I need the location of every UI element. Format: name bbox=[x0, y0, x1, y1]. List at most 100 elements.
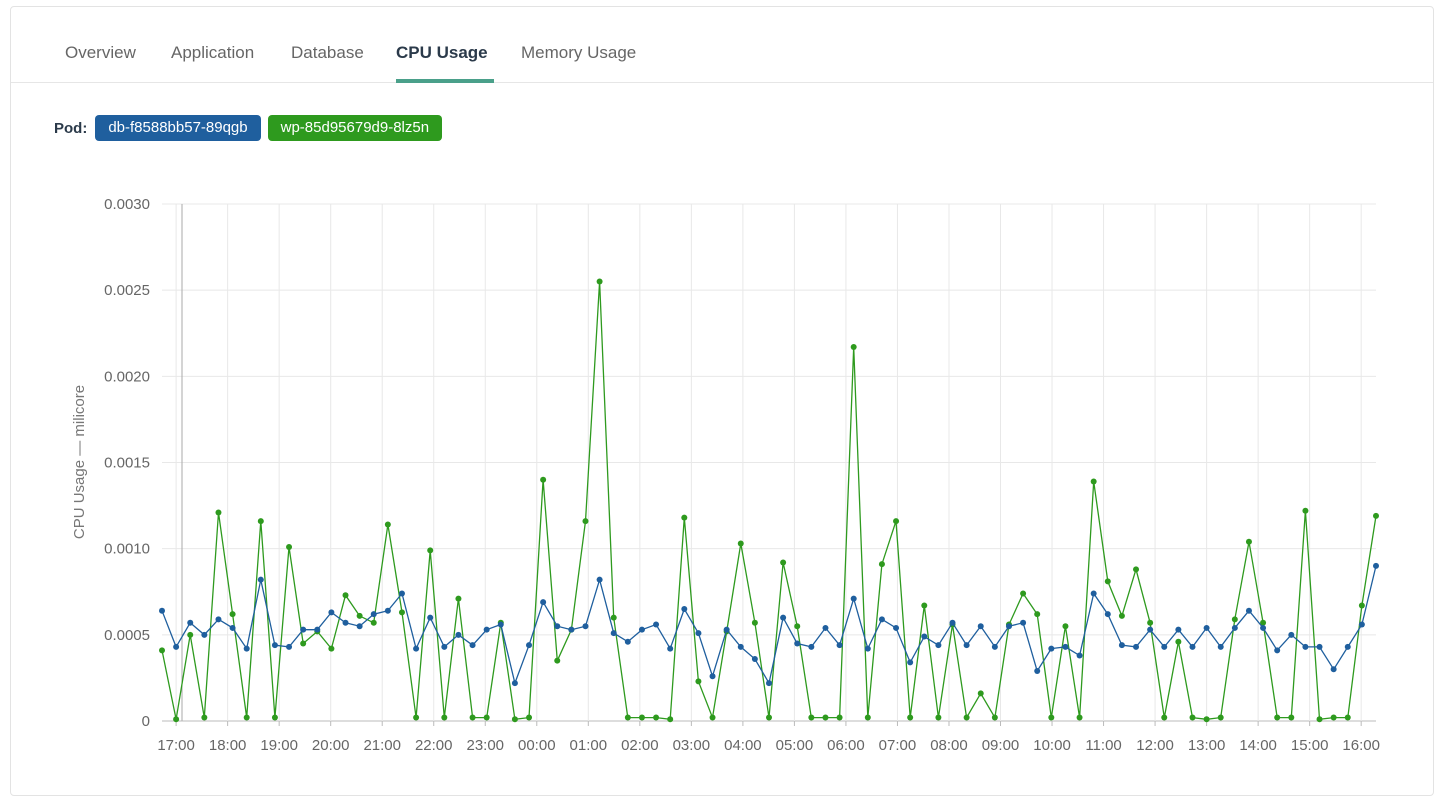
data-point[interactable] bbox=[187, 619, 194, 626]
data-point[interactable] bbox=[427, 547, 434, 554]
data-point[interactable] bbox=[893, 518, 900, 525]
data-point[interactable] bbox=[286, 543, 293, 550]
data-point[interactable] bbox=[737, 540, 744, 547]
data-point[interactable] bbox=[159, 607, 165, 614]
data-point[interactable] bbox=[1048, 645, 1055, 652]
data-point[interactable] bbox=[469, 714, 476, 721]
data-point[interactable] bbox=[1231, 616, 1238, 623]
data-point[interactable] bbox=[1020, 590, 1027, 597]
tab-memory-usage[interactable]: Memory Usage bbox=[521, 43, 637, 62]
data-point[interactable] bbox=[1118, 612, 1125, 619]
data-point[interactable] bbox=[1330, 714, 1337, 721]
data-point[interactable] bbox=[991, 643, 998, 650]
data-point[interactable] bbox=[441, 643, 448, 650]
data-point[interactable] bbox=[850, 344, 857, 351]
data-point[interactable] bbox=[878, 616, 885, 623]
data-point[interactable] bbox=[836, 714, 843, 721]
data-point[interactable] bbox=[328, 645, 335, 652]
data-point[interactable] bbox=[356, 612, 363, 619]
data-point[interactable] bbox=[1260, 619, 1267, 626]
data-point[interactable] bbox=[864, 645, 871, 652]
data-point[interactable] bbox=[907, 714, 914, 721]
data-point[interactable] bbox=[1048, 714, 1055, 721]
data-point[interactable] bbox=[1302, 507, 1309, 514]
data-point[interactable] bbox=[1161, 714, 1168, 721]
data-point[interactable] bbox=[243, 714, 250, 721]
data-point[interactable] bbox=[709, 673, 716, 680]
data-point[interactable] bbox=[808, 643, 815, 650]
data-point[interactable] bbox=[483, 714, 490, 721]
data-point[interactable] bbox=[766, 714, 772, 721]
data-point[interactable] bbox=[554, 657, 561, 664]
data-point[interactable] bbox=[1189, 714, 1196, 721]
data-point[interactable] bbox=[1203, 624, 1210, 631]
data-point[interactable] bbox=[1274, 647, 1281, 654]
data-point[interactable] bbox=[1245, 607, 1252, 614]
data-point[interactable] bbox=[1090, 478, 1097, 485]
data-point[interactable] bbox=[977, 690, 984, 697]
data-point[interactable] bbox=[1316, 643, 1323, 650]
data-point[interactable] bbox=[173, 643, 180, 650]
data-point[interactable] bbox=[1217, 714, 1224, 721]
data-point[interactable] bbox=[455, 631, 462, 638]
tab-application[interactable]: Application bbox=[171, 43, 255, 62]
data-point[interactable] bbox=[624, 714, 631, 721]
data-point[interactable] bbox=[681, 514, 688, 521]
pod-badge-wp[interactable]: wp-85d95679d9-8lz5n bbox=[267, 115, 443, 141]
data-point[interactable] bbox=[300, 640, 307, 647]
data-point[interactable] bbox=[610, 614, 617, 621]
data-point[interactable] bbox=[1373, 512, 1379, 519]
data-point[interactable] bbox=[1118, 642, 1125, 649]
data-point[interactable] bbox=[1274, 714, 1281, 721]
data-point[interactable] bbox=[737, 643, 744, 650]
data-point[interactable] bbox=[370, 611, 377, 618]
data-point[interactable] bbox=[638, 714, 645, 721]
data-point[interactable] bbox=[1133, 643, 1140, 650]
data-point[interactable] bbox=[1161, 643, 1168, 650]
data-point[interactable] bbox=[300, 626, 307, 633]
data-point[interactable] bbox=[511, 680, 518, 687]
data-point[interactable] bbox=[469, 642, 476, 649]
data-point[interactable] bbox=[1344, 714, 1351, 721]
data-point[interactable] bbox=[1302, 643, 1309, 650]
data-point[interactable] bbox=[653, 714, 660, 721]
data-point[interactable] bbox=[794, 623, 801, 630]
data-point[interactable] bbox=[1005, 623, 1012, 630]
data-point[interactable] bbox=[441, 714, 448, 721]
data-point[interactable] bbox=[864, 714, 871, 721]
data-point[interactable] bbox=[1330, 666, 1337, 673]
data-point[interactable] bbox=[610, 630, 617, 637]
data-point[interactable] bbox=[243, 645, 250, 652]
tab-database[interactable]: Database bbox=[291, 43, 364, 62]
data-point[interactable] bbox=[1245, 538, 1252, 545]
data-point[interactable] bbox=[526, 714, 533, 721]
data-point[interactable] bbox=[271, 642, 278, 649]
data-point[interactable] bbox=[850, 595, 857, 602]
data-point[interactable] bbox=[1189, 643, 1196, 650]
data-point[interactable] bbox=[1203, 716, 1210, 723]
data-point[interactable] bbox=[878, 561, 885, 568]
data-point[interactable] bbox=[723, 626, 730, 633]
data-point[interactable] bbox=[991, 714, 998, 721]
data-point[interactable] bbox=[1147, 626, 1154, 633]
data-point[interactable] bbox=[653, 621, 660, 628]
data-point[interactable] bbox=[568, 626, 575, 633]
data-point[interactable] bbox=[836, 642, 843, 649]
data-point[interactable] bbox=[159, 647, 165, 654]
data-point[interactable] bbox=[229, 624, 236, 631]
data-point[interactable] bbox=[342, 619, 349, 626]
data-point[interactable] bbox=[1175, 638, 1182, 645]
data-point[interactable] bbox=[1076, 652, 1083, 659]
data-point[interactable] bbox=[398, 590, 405, 597]
data-point[interactable] bbox=[921, 602, 928, 609]
pod-badge-db[interactable]: db-f8588bb57-89qgb bbox=[95, 115, 261, 141]
data-point[interactable] bbox=[384, 521, 391, 528]
data-point[interactable] bbox=[455, 595, 462, 602]
data-point[interactable] bbox=[1147, 619, 1154, 626]
data-point[interactable] bbox=[935, 714, 942, 721]
data-point[interactable] bbox=[384, 607, 391, 614]
data-point[interactable] bbox=[1231, 624, 1238, 631]
data-point[interactable] bbox=[1288, 714, 1295, 721]
data-point[interactable] bbox=[497, 621, 504, 628]
data-point[interactable] bbox=[413, 714, 420, 721]
